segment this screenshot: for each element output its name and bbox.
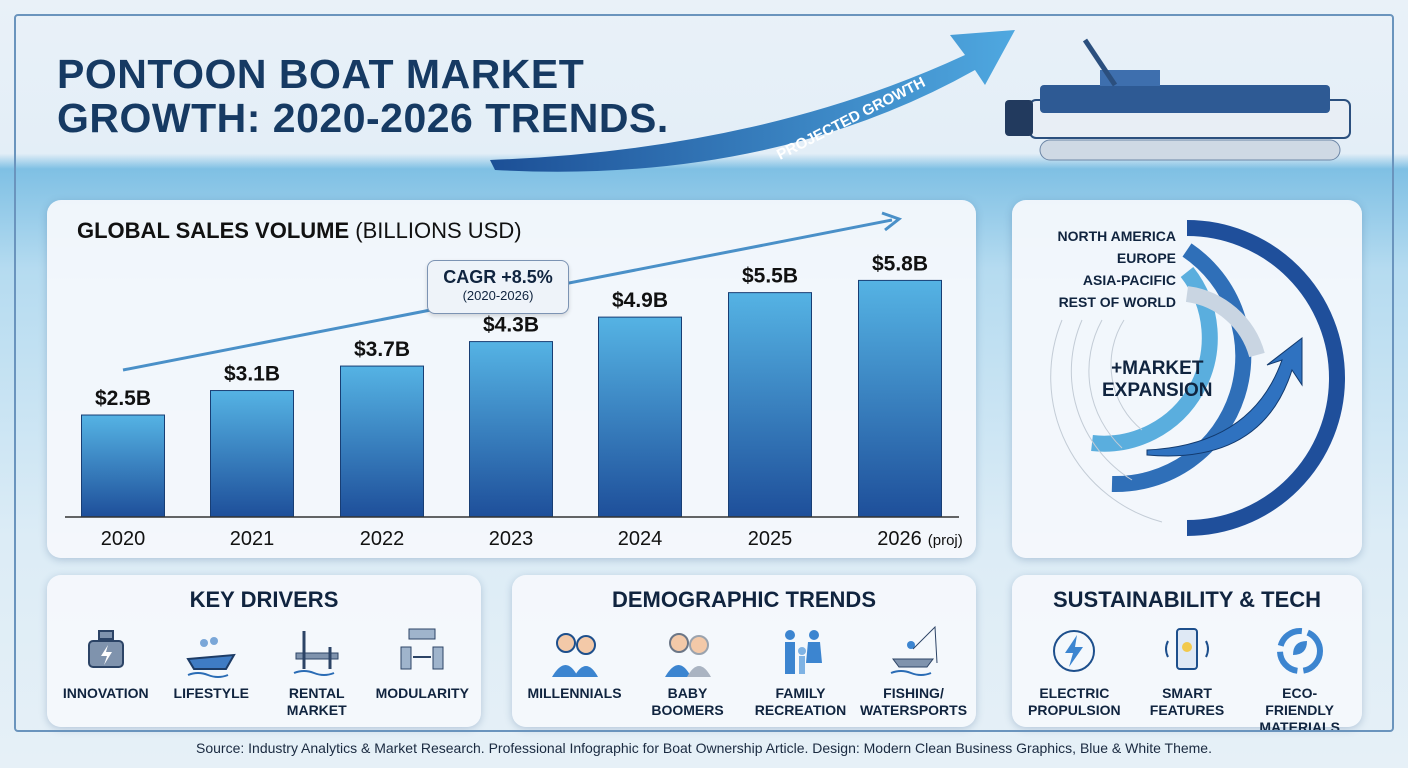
dock-icon <box>293 631 339 676</box>
projection-note: (proj) <box>928 532 963 549</box>
seating-layout-icon <box>400 628 444 670</box>
list-item: ELECTRIC PROPULSION <box>1024 623 1124 736</box>
bar-chart: $2.5B 2020 $3.1B 2021 $3.7B 2022 $4.3B 2023 $4.9… <box>65 211 963 550</box>
year: 2025 <box>748 528 793 550</box>
x-tick-label: 2023 <box>489 528 534 550</box>
leaf-recycle-icon <box>1276 628 1323 674</box>
item-label: BABY BOOMERS <box>651 685 724 718</box>
section-title: DEMOGRAPHIC TRENDS <box>611 587 876 612</box>
item-label: MILLENNIALS <box>527 685 622 701</box>
cagr-period: (2020-2026) <box>462 288 534 303</box>
key-drivers-card: KEY DRIVERS INNOVATION LIFESTYLE RENTAL MAR… <box>47 575 481 727</box>
region-asia-pacific: ASIA-PACIFIC <box>1082 272 1176 288</box>
bar-2026 <box>858 279 942 518</box>
lightning-cycle-icon <box>1053 630 1096 672</box>
item-label: FISHING/ WATERSPORTS <box>859 685 968 718</box>
title-line-1: PONTOON BOAT MARKET <box>57 51 585 97</box>
title-line-2: GROWTH: 2020-2026 TRENDS. <box>57 95 669 141</box>
pontoon-boat-icon <box>1005 38 1351 161</box>
region-arcs <box>1050 220 1345 536</box>
market-expansion-label: +MARKET EXPANSION <box>1102 358 1213 402</box>
data-label: $5.5B <box>742 265 798 288</box>
list-item: RENTAL MARKET <box>267 623 367 719</box>
item-label: FAMILY RECREATION <box>754 685 847 718</box>
data-label: $4.3B <box>483 314 539 337</box>
expansion-line-2: EXPANSION <box>1102 380 1213 401</box>
demographic-trends-card: DEMOGRAPHIC TRENDS MILLENNIALS BABY BOOMER… <box>512 575 976 727</box>
x-tick-label: 2020 <box>101 528 146 550</box>
year: 2021 <box>230 528 275 550</box>
bar-2025 <box>728 292 812 518</box>
page-title: PONTOON BOAT MARKET GROWTH: 2020-2026 TR… <box>57 52 669 140</box>
bar-2022 <box>340 365 424 518</box>
item-list: ELECTRIC PROPULSION SMART FEATURES ECO-FRI… <box>1012 623 1362 736</box>
boat-people-icon <box>186 637 237 678</box>
item-list: MILLENNIALS BABY BOOMERS FAMILY RECREATION… <box>512 623 976 719</box>
list-item: SMART FEATURES <box>1137 623 1237 736</box>
engine-icon <box>87 630 124 668</box>
x-tick-label: 2021 <box>230 528 275 550</box>
cagr-annotation: CAGR +8.5% (2020-2026) <box>427 260 569 314</box>
region-rest-of-world: REST OF WORLD <box>1058 294 1176 310</box>
expansion-arrow-icon <box>1146 336 1303 457</box>
chart-title: GLOBAL SALES VOLUME (BILLIONS USD) <box>77 218 522 244</box>
x-tick-label: 2025 <box>748 528 793 550</box>
item-label: ECO-FRIENDLY MATERIALS <box>1259 685 1340 735</box>
chart-title-unit: (BILLIONS USD) <box>355 218 522 243</box>
cagr-value: CAGR +8.5% <box>443 267 553 287</box>
smartphone-icon <box>1164 628 1209 670</box>
sales-chart-card: GLOBAL SALES VOLUME (BILLIONS USD) $2.5B… <box>47 200 976 558</box>
data-label: $5.8B <box>872 252 928 275</box>
bar-2023 <box>469 341 553 518</box>
section-title: SUSTAINABILITY & TECH <box>1052 587 1322 612</box>
list-item: FISHING/ WATERSPORTS <box>860 623 967 719</box>
item-label: ELECTRIC PROPULSION <box>1028 685 1121 718</box>
list-item: ECO-FRIENDLY MATERIALS <box>1250 623 1350 736</box>
data-label: $4.9B <box>612 289 668 312</box>
x-tick-label: 2026 (proj) <box>877 528 963 550</box>
source-note: Source: Industry Analytics & Market Rese… <box>196 740 1212 756</box>
header-graphics: PROJECTED GROWTH <box>490 30 1351 172</box>
item-label: MODULARITY <box>375 685 469 701</box>
x-tick-label: 2024 <box>618 528 663 550</box>
region-europe: EUROPE <box>1116 250 1176 266</box>
expansion-line-1: +MARKET <box>1111 358 1204 379</box>
bar-2021 <box>210 390 294 518</box>
year: 2024 <box>618 528 663 550</box>
list-item: INNOVATION <box>56 623 156 719</box>
list-item: BABY BOOMERS <box>638 623 738 719</box>
young-couple-icon <box>551 633 598 677</box>
year: 2020 <box>101 528 146 550</box>
x-tick-label: 2022 <box>360 528 405 550</box>
list-item: MILLENNIALS <box>525 623 625 719</box>
arc-north-america <box>1186 220 1345 536</box>
chart-title-text: GLOBAL SALES VOLUME <box>77 218 350 243</box>
family-icon <box>784 630 822 674</box>
item-label: RENTAL MARKET <box>286 685 347 718</box>
item-label: LIFESTYLE <box>173 685 249 701</box>
bar-2024 <box>598 316 682 518</box>
year: 2022 <box>360 528 405 550</box>
sustainability-tech-card: SUSTAINABILITY & TECH ELECTRIC PROPULSION… <box>1012 575 1362 735</box>
list-item: FAMILY RECREATION <box>751 623 851 719</box>
section-title: KEY DRIVERS <box>189 587 339 612</box>
arc-rest-of-world <box>1185 286 1265 358</box>
region-north-america: NORTH AMERICA <box>1057 228 1176 244</box>
data-label: $3.7B <box>354 338 410 361</box>
regions-card: NORTH AMERICA EUROPE ASIA-PACIFIC REST O… <box>1012 200 1362 558</box>
list-item: LIFESTYLE <box>161 623 261 719</box>
item-label: SMART FEATURES <box>1149 685 1225 718</box>
projected-growth-arrow <box>490 30 1015 172</box>
fishing-icon <box>890 625 937 676</box>
year: 2023 <box>489 528 534 550</box>
arc-europe <box>1111 243 1252 493</box>
data-label: $2.5B <box>95 387 151 410</box>
year: 2026 <box>877 528 922 550</box>
item-label: INNOVATION <box>62 685 149 701</box>
bar-2020 <box>81 414 165 518</box>
item-list: INNOVATION LIFESTYLE RENTAL MARKET MODULARI… <box>47 623 481 719</box>
older-couple-icon <box>664 633 711 677</box>
data-label: $3.1B <box>224 363 280 386</box>
list-item: MODULARITY <box>372 623 472 719</box>
